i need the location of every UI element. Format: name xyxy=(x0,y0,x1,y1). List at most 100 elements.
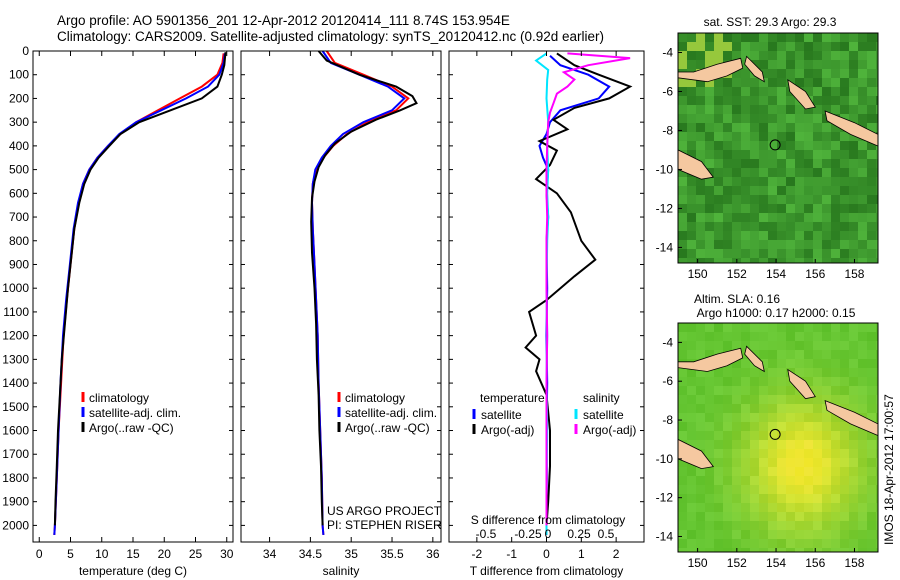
land-mass xyxy=(678,149,715,180)
y-tick-label: -12 xyxy=(656,201,674,215)
legend-entry: satellite xyxy=(481,408,522,422)
y-tick-label: -10 xyxy=(656,162,674,176)
y-tick-label: 600 xyxy=(9,186,29,200)
title-line-2: Climatology: CARS2009. Satellite-adjuste… xyxy=(57,29,605,44)
legend-entry: satellite xyxy=(583,408,624,422)
argo-position-marker xyxy=(769,428,781,440)
y-tick-label: 900 xyxy=(9,257,29,271)
x-tick-label: 34.5 xyxy=(299,547,323,561)
x-tick-label: 35 xyxy=(345,547,359,561)
y-tick-label: -4 xyxy=(662,335,673,349)
land-mass xyxy=(744,55,765,83)
map-frame xyxy=(677,322,879,553)
y-tick-label: -6 xyxy=(662,374,673,388)
top-tick-label: 0 xyxy=(545,527,552,541)
x-tick-label: 35.5 xyxy=(380,547,404,561)
legend-entry: satellite-adj. clim. xyxy=(345,406,437,420)
y-tick-label: 0 xyxy=(22,44,29,58)
x-tick-label: 30 xyxy=(220,547,234,561)
land-mass xyxy=(787,78,816,110)
sst-map-title: sat. SST: 29.3 Argo: 29.3 xyxy=(704,15,837,29)
y-tick-label: -10 xyxy=(656,452,674,466)
y-tick-label: 500 xyxy=(9,163,29,177)
land-mass xyxy=(678,438,715,470)
x-tick-label: 5 xyxy=(67,547,74,561)
project-annotation: US ARGO PROJECT xyxy=(327,504,442,518)
x-tick-label: 152 xyxy=(727,267,747,281)
x-tick-label: 156 xyxy=(805,556,825,570)
top-tick-label: -0.25 xyxy=(514,527,542,541)
legend-entry: climatology xyxy=(89,391,149,405)
x-tick-label: 10 xyxy=(95,547,109,561)
y-tick-label: 1900 xyxy=(2,495,29,509)
y-tick-label: 1700 xyxy=(2,447,29,461)
x-tick-label: -2 xyxy=(472,547,483,561)
panel-temperature: 0 5 10 15 20 25 30 temperature (deg C) 0 100 200 30… xyxy=(2,44,233,578)
series-line-temperature-2 xyxy=(53,52,227,526)
x-tick-label: 25 xyxy=(189,547,203,561)
x-tick-label: 158 xyxy=(844,556,864,570)
map-frame xyxy=(677,32,879,264)
x-tick-label: 158 xyxy=(844,267,864,281)
y-tick-label: -14 xyxy=(656,240,674,254)
sla-map-title-line-1: Altim. SLA: 0.16 xyxy=(694,292,780,306)
x-tick-label: 20 xyxy=(158,547,172,561)
land-mass xyxy=(824,110,878,147)
x-tick-label: 156 xyxy=(805,267,825,281)
y-tick-label: 2000 xyxy=(2,518,29,532)
land-mass xyxy=(787,368,816,400)
top-tick-label: -0.5 xyxy=(476,527,497,541)
y-tick-label: -6 xyxy=(662,84,673,98)
top-tick-label: 0.25 xyxy=(567,527,591,541)
land-mass xyxy=(744,345,765,373)
y-tick-label: 300 xyxy=(9,115,29,129)
y-tick-label: 1400 xyxy=(2,376,29,390)
legend-entry: satellite-adj. clim. xyxy=(89,406,181,420)
x-tick-label: 150 xyxy=(688,556,708,570)
legend-entry: climatology xyxy=(345,391,405,405)
x-tick-label: 0 xyxy=(543,547,550,561)
legend-entry: Argo(..raw -QC) xyxy=(89,421,174,435)
y-tick-label: -4 xyxy=(662,45,673,59)
panel-difference: -2 -1 0 1 2 T difference from climatology xyxy=(448,50,645,578)
series-line-temperature-1 xyxy=(53,53,226,535)
top-tick-label: 0.5 xyxy=(598,527,615,541)
legend-title-temperature: temperature xyxy=(480,391,545,405)
x-axis-label-difference: T difference from climatology xyxy=(470,564,624,578)
x-tick-label: -1 xyxy=(506,547,517,561)
x-tick-label: 2 xyxy=(613,547,620,561)
x-tick-label: 152 xyxy=(727,556,747,570)
series-line-difference-1 xyxy=(524,52,633,526)
land-mass xyxy=(678,57,744,83)
panel-salinity: 34 34.5 35 35.5 36 salinity xyxy=(240,50,442,578)
y-tick-label: 400 xyxy=(9,139,29,153)
y-tick-label: 200 xyxy=(9,91,29,105)
series-line-difference-3 xyxy=(545,52,631,526)
x-axis-label-salinity: salinity xyxy=(323,564,360,578)
y-tick-label: 1500 xyxy=(2,400,29,414)
y-tick-label: 1800 xyxy=(2,471,29,485)
x-tick-label: 150 xyxy=(688,267,708,281)
legend-entry: Argo(-adj) xyxy=(583,423,636,437)
argo-position-marker xyxy=(769,139,781,151)
title-line-1: Argo profile: AO 5901356_201 12-Apr-2012… xyxy=(57,13,510,28)
imos-side-label: IMOS 18-Apr-2012 17:00:57 xyxy=(882,394,896,545)
legend-entry: Argo(..raw -QC) xyxy=(345,421,430,435)
sla-map-title-line-2: Argo h1000: 0.17 h2000: 0.15 xyxy=(697,306,856,320)
y-tick-label: -14 xyxy=(656,529,674,543)
top-axis-label: S difference from climatology xyxy=(471,513,626,527)
x-tick-label: 154 xyxy=(766,267,786,281)
legend-title-salinity: salinity xyxy=(583,391,620,405)
map-sla_map: 150 152 154 156 158 -4 -6 -8 -10 -12 -14 xyxy=(656,322,879,570)
y-tick-label: 700 xyxy=(9,210,29,224)
land-mass xyxy=(824,399,878,437)
y-tick-label: -8 xyxy=(662,123,673,137)
y-tick-label: 1300 xyxy=(2,352,29,366)
y-tick-label: 100 xyxy=(9,68,29,82)
x-tick-label: 36 xyxy=(426,547,440,561)
y-tick-label: 1600 xyxy=(2,424,29,438)
x-tick-label: 154 xyxy=(766,556,786,570)
y-tick-label: -12 xyxy=(656,491,674,505)
x-tick-label: 1 xyxy=(578,547,585,561)
